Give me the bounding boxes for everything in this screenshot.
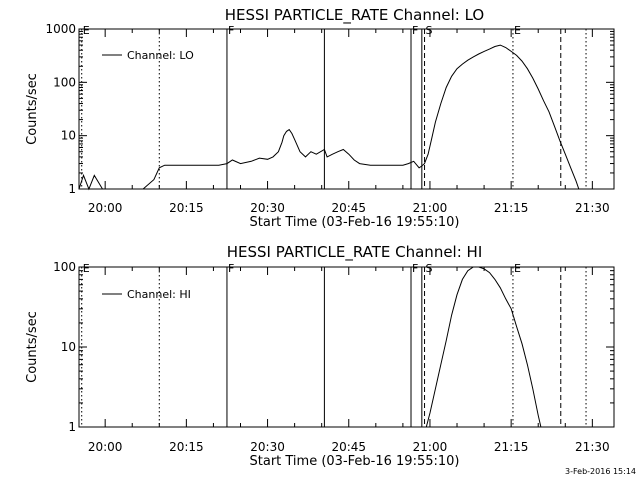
x-axis-label: Start Time (03-Feb-16 19:55:10): [250, 215, 460, 230]
x-tick-label: 21:00: [413, 201, 448, 215]
y-axis-label: Counts/sec: [25, 311, 40, 383]
chart-title: HESSI PARTICLE_RATE Channel: HI: [227, 243, 483, 262]
x-tick-label: 20:30: [250, 440, 285, 454]
y-tick-label: 1: [68, 182, 76, 196]
x-tick-label: 20:00: [88, 201, 123, 215]
x-tick-label: 20:45: [331, 201, 366, 215]
event-marker-label: E: [83, 24, 90, 37]
data-series-line: [78, 44, 582, 191]
event-marker-label: E: [514, 262, 521, 275]
x-tick-label: 20:15: [169, 440, 204, 454]
event-marker-label: F: [228, 24, 234, 37]
y-tick-label: 100: [53, 75, 76, 89]
event-marker-label: F: [228, 262, 234, 275]
event-marker-label: F: [412, 24, 418, 37]
chart-title: HESSI PARTICLE_RATE Channel: LO: [225, 6, 484, 25]
x-tick-label: 21:00: [413, 440, 448, 454]
legend-entry: Channel: LO: [127, 49, 194, 62]
event-marker-label: S: [426, 262, 433, 275]
x-tick-label: 20:30: [250, 201, 285, 215]
x-tick-label: 21:15: [494, 440, 529, 454]
legend-entry: Channel: HI: [127, 288, 191, 301]
y-tick-label: 10: [61, 129, 76, 143]
x-tick-label: 20:00: [88, 440, 123, 454]
x-tick-label: 20:45: [331, 440, 366, 454]
chart-panel-1: HESSI PARTICLE_RATE Channel: HI 1 10 100 20:…: [25, 243, 615, 469]
event-marker-label: F: [412, 262, 418, 275]
footer-date: 3-Feb-2016 15:14: [565, 467, 636, 476]
data-series-line: [425, 266, 542, 428]
event-marker-label: S: [426, 24, 433, 37]
x-tick-label: 21:15: [494, 201, 529, 215]
y-tick-label: 100: [53, 260, 76, 274]
x-tick-label: 21:30: [575, 440, 610, 454]
chart-panel-0: HESSI PARTICLE_RATE Channel: LO 1 10 100 100…: [25, 6, 615, 230]
x-axis-label: Start Time (03-Feb-16 19:55:10): [250, 454, 460, 469]
event-marker-label: E: [514, 24, 521, 37]
plot-frame: [78, 28, 615, 190]
event-marker-label: E: [83, 262, 90, 275]
x-tick-label: 20:15: [169, 201, 204, 215]
y-tick-label: 1000: [45, 22, 76, 36]
x-tick-label: 21:30: [575, 201, 610, 215]
y-axis-label: Counts/sec: [25, 73, 40, 145]
y-tick-label: 10: [61, 340, 76, 354]
y-tick-label: 1: [68, 420, 76, 434]
